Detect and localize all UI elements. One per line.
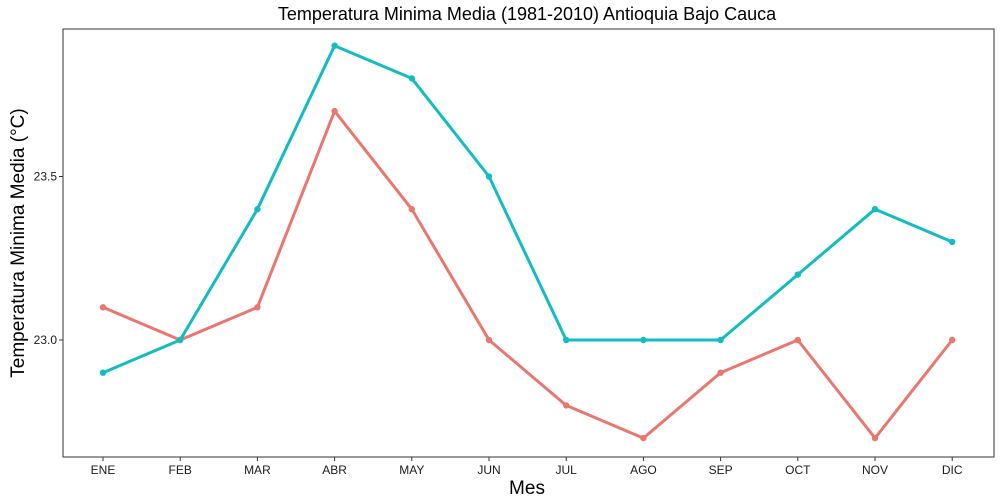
y-axis-title: Temperatura Minima Media (°C) — [8, 108, 29, 377]
series-2-point — [485, 173, 493, 180]
series-2-point — [254, 206, 261, 213]
x-axis-title: Mes — [509, 478, 545, 499]
series-1-point — [717, 369, 724, 376]
series-2-point — [563, 336, 570, 344]
series-1-point — [485, 336, 493, 344]
series-2-point — [99, 369, 107, 376]
series-2-point — [794, 271, 801, 278]
series-2-point — [871, 206, 879, 213]
y-tick-label: 23.0 — [34, 333, 58, 347]
x-tick-label: ABR — [322, 463, 347, 477]
x-tick-label: DIC — [942, 463, 963, 477]
x-tick-label: JUL — [556, 463, 578, 477]
series-2-line — [101, 44, 954, 375]
series-2-point — [640, 336, 647, 344]
series-1-point — [331, 107, 338, 115]
plot-panel-border — [62, 28, 995, 458]
series-1-point — [949, 336, 956, 344]
series-2-point — [177, 336, 184, 344]
x-tick-label: OCT — [785, 463, 811, 477]
series-1-point — [99, 304, 107, 311]
series-1-point — [794, 336, 801, 344]
series-1-point — [254, 304, 261, 311]
series-2-point — [408, 75, 415, 82]
x-tick-label: NOV — [862, 463, 888, 477]
x-tick-label: AGO — [630, 463, 657, 477]
series-layer — [99, 42, 956, 442]
series-2-point — [717, 336, 724, 344]
series-1-point — [563, 402, 570, 409]
series-1-point — [408, 206, 415, 213]
chart-title: Temperatura Minima Media (1981-2010) Ant… — [278, 4, 777, 24]
x-tick-label: FEB — [169, 463, 192, 477]
y-tick-label: 23.5 — [34, 170, 58, 184]
x-tick-label: ENE — [91, 463, 116, 477]
x-tick-label: MAY — [399, 463, 424, 477]
x-axis: ENE FEB MAR ABR MAY JUN JUL AGO SEP OCT NOV DIC — [91, 457, 963, 477]
y-axis: 23.0 23.5 — [34, 170, 63, 347]
series-1-point — [640, 434, 647, 442]
series-1-point — [871, 434, 879, 442]
series-2-point — [331, 42, 338, 49]
series-2-point — [949, 238, 956, 246]
x-tick-label: JUN — [477, 463, 500, 477]
x-tick-label: MAR — [244, 463, 271, 477]
x-tick-label: SEP — [709, 463, 733, 477]
series-1-line — [101, 109, 954, 440]
